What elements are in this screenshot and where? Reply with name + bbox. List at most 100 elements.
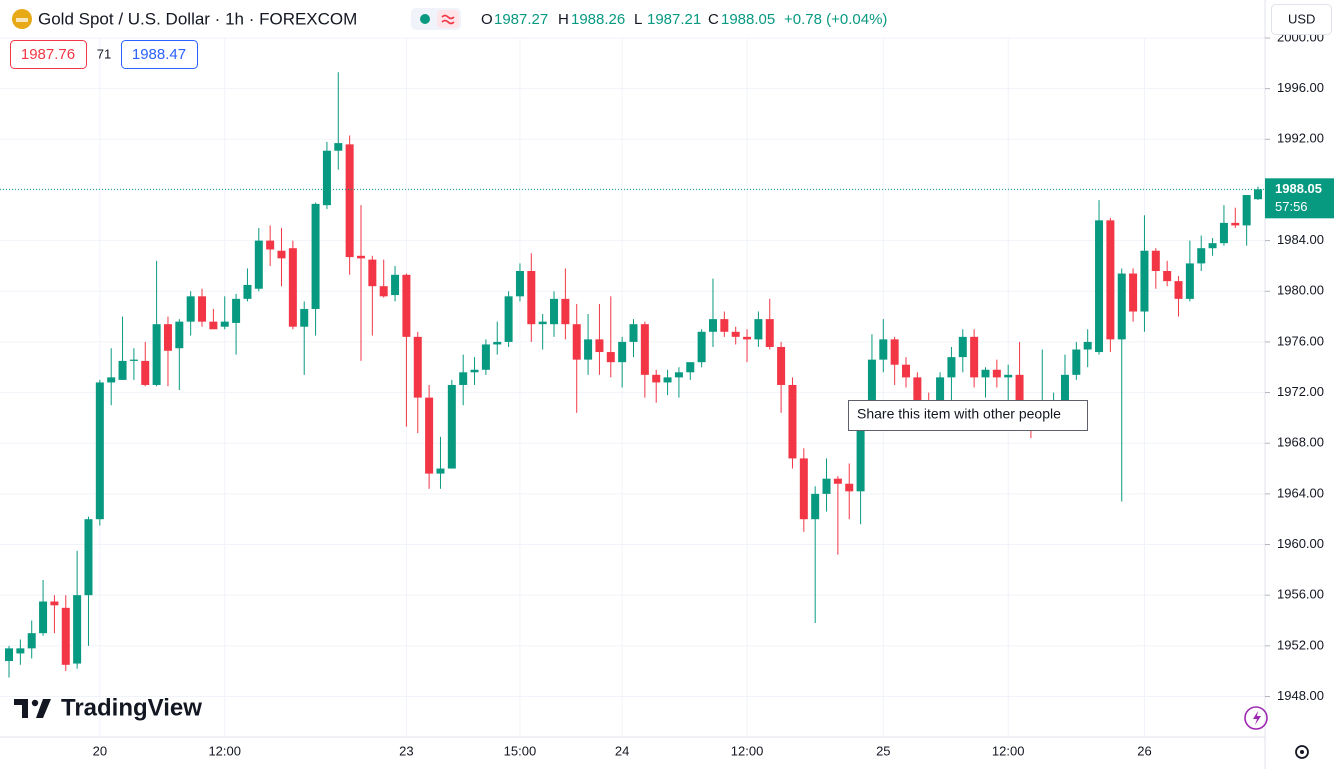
candle-body	[811, 493, 820, 520]
candle-body	[890, 339, 899, 365]
tooltip-text: Share this item with other people	[857, 406, 1061, 422]
candle-body	[39, 601, 48, 634]
y-tick-label: 1980.00	[1277, 283, 1324, 298]
candle-body	[970, 336, 979, 378]
candle-body	[277, 250, 286, 259]
candle-body	[833, 478, 842, 484]
last-price-text: 1988.05	[1275, 181, 1322, 196]
candle-body	[436, 468, 445, 474]
candle-body	[345, 144, 354, 258]
ohlc-value: 1987.27	[494, 11, 548, 28]
x-tick-label: 24	[615, 743, 629, 758]
candle-body	[254, 240, 263, 289]
candle-body	[459, 372, 468, 385]
candle-body	[368, 259, 377, 287]
currency-label[interactable]: USD	[1288, 11, 1315, 26]
candle-body	[73, 595, 82, 664]
settings-button[interactable]	[1295, 745, 1309, 759]
candle-body	[1197, 248, 1206, 264]
candle-body	[788, 384, 797, 459]
ohlc-key: L	[634, 11, 642, 28]
x-tick-label: 15:00	[504, 743, 537, 758]
ohlc-value: 1988.05	[721, 11, 775, 28]
candle-body	[288, 248, 297, 327]
candle-body	[95, 382, 104, 520]
candle-body	[356, 255, 365, 259]
currency-button[interactable]	[1271, 4, 1332, 35]
y-tick-label: 1992.00	[1277, 131, 1324, 146]
candle-body	[84, 519, 93, 596]
candle-body	[584, 339, 593, 360]
candle-body	[61, 607, 70, 665]
candle-body	[879, 339, 888, 360]
candle-body	[572, 324, 581, 360]
symbol-title[interactable]: Gold Spot / U.S. Dollar · 1h · FOREXCOM	[38, 9, 357, 28]
candle-body	[1095, 220, 1104, 353]
x-tick-label: 12:00	[992, 743, 1025, 758]
candle-body	[697, 331, 706, 363]
candle-body	[731, 331, 740, 337]
candle-body	[1072, 349, 1081, 375]
ask-price[interactable]: 1988.47	[132, 46, 186, 63]
sell-button[interactable]	[10, 40, 87, 69]
lightning-button[interactable]	[1244, 706, 1268, 730]
candle-body	[1231, 222, 1240, 226]
candle-body	[118, 360, 127, 380]
y-tick-label: 1972.00	[1277, 384, 1324, 399]
candle-body	[629, 324, 638, 342]
candle-body	[1254, 189, 1262, 200]
candle-body	[515, 271, 524, 297]
bid-price[interactable]: 1987.76	[21, 46, 75, 63]
candle-body	[663, 377, 672, 383]
candle-body	[1174, 281, 1183, 299]
y-tick-label: 1968.00	[1277, 435, 1324, 450]
last-price-label	[1265, 178, 1334, 219]
candle-body	[413, 336, 422, 398]
logo-mark-dot	[31, 699, 39, 707]
candle-body	[652, 374, 661, 383]
candle-body	[799, 458, 808, 520]
ohlc-value: 1988.26	[571, 11, 625, 28]
x-tick-label: 20	[93, 743, 107, 758]
candle-body	[141, 360, 150, 385]
grid	[0, 37, 1265, 737]
candle-body	[198, 296, 207, 322]
candle-body	[1242, 195, 1251, 226]
candle-body	[754, 319, 763, 340]
y-tick-label: 1960.00	[1277, 536, 1324, 551]
candle-body	[1129, 273, 1138, 312]
candle-body	[1015, 374, 1024, 411]
candle-body	[163, 324, 172, 351]
candle-body	[674, 372, 683, 378]
x-tick-label: 26	[1137, 743, 1151, 758]
candle-body	[504, 296, 513, 342]
candle-body	[209, 321, 218, 330]
candle-body	[402, 274, 411, 337]
candle-body	[1106, 220, 1115, 340]
countdown-text: 57:56	[1275, 199, 1308, 214]
candle-body	[992, 369, 1001, 378]
candle-body	[902, 364, 911, 378]
candle-body	[5, 648, 13, 662]
buy-button[interactable]	[121, 40, 198, 69]
candle-body	[936, 377, 945, 408]
tooltip-box	[848, 400, 1088, 431]
logo-mark-v	[36, 699, 51, 718]
ohlc-value: 1987.21	[647, 11, 701, 28]
candle-body	[447, 384, 456, 469]
price-change: +0.78 (+0.04%)	[784, 11, 887, 28]
candle-body	[129, 359, 138, 361]
settings-icon-center	[1300, 750, 1304, 754]
candle-body	[50, 601, 59, 606]
candle-body	[322, 150, 331, 206]
y-tick-label: 1984.00	[1277, 232, 1324, 247]
candle-body	[856, 425, 865, 492]
candle-body	[1140, 250, 1149, 312]
ohlc-key: O	[481, 11, 493, 28]
candle-body	[1060, 374, 1069, 403]
candle-body	[493, 341, 502, 345]
candle-body	[243, 284, 252, 299]
candle-body	[640, 324, 649, 375]
